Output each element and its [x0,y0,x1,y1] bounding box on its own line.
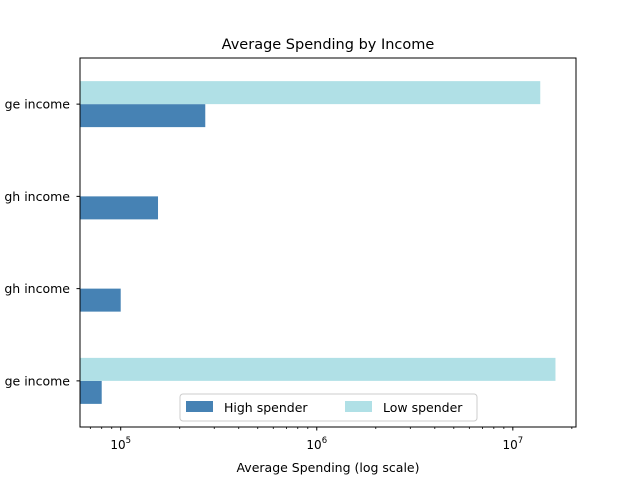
y-axis: ge income gh income gh income ge income [4,97,80,388]
plot-frame [79,57,577,428]
x-tick-label-base-0: 10 [110,438,125,452]
legend-swatch-low-spender [345,401,372,412]
x-tick-label-exp-0: 5 [126,436,131,446]
y-tick-label-1: gh income [4,281,70,296]
x-tick-label-exp-2: 7 [518,436,523,446]
bar-high-spender-2 [80,196,159,220]
x-axis-label: Average Spending (log scale) [236,460,419,475]
legend-label-low-spender: Low spender [383,400,463,415]
legend-swatch-high-spender [186,401,213,412]
x-tick-label-base-2: 10 [502,438,517,452]
bar-high-spender-3 [80,104,206,128]
bar-high-spender-0 [80,380,102,404]
y-tick-label-3: ge income [5,97,71,112]
x-axis: 105 106 107 [89,427,573,452]
chart-title: Average Spending by Income [222,37,435,53]
plot-area [80,81,556,404]
x-tick-label-2: 107 [502,436,523,452]
bar-low-spender-0 [80,357,556,381]
bar-low-spender-3 [80,81,541,105]
x-tick-label-base-1: 10 [306,438,321,452]
legend: High spender Low spender [179,393,478,422]
bar-high-spender-1 [80,288,121,312]
legend-label-high-spender: High spender [224,400,308,415]
x-tick-label-0: 105 [110,436,131,452]
y-tick-label-2: gh income [4,189,70,204]
x-tick-label-1: 106 [306,436,327,452]
legend-frame [179,393,478,422]
x-tick-label-exp-1: 6 [322,436,327,446]
y-tick-label-0: ge income [5,373,71,388]
